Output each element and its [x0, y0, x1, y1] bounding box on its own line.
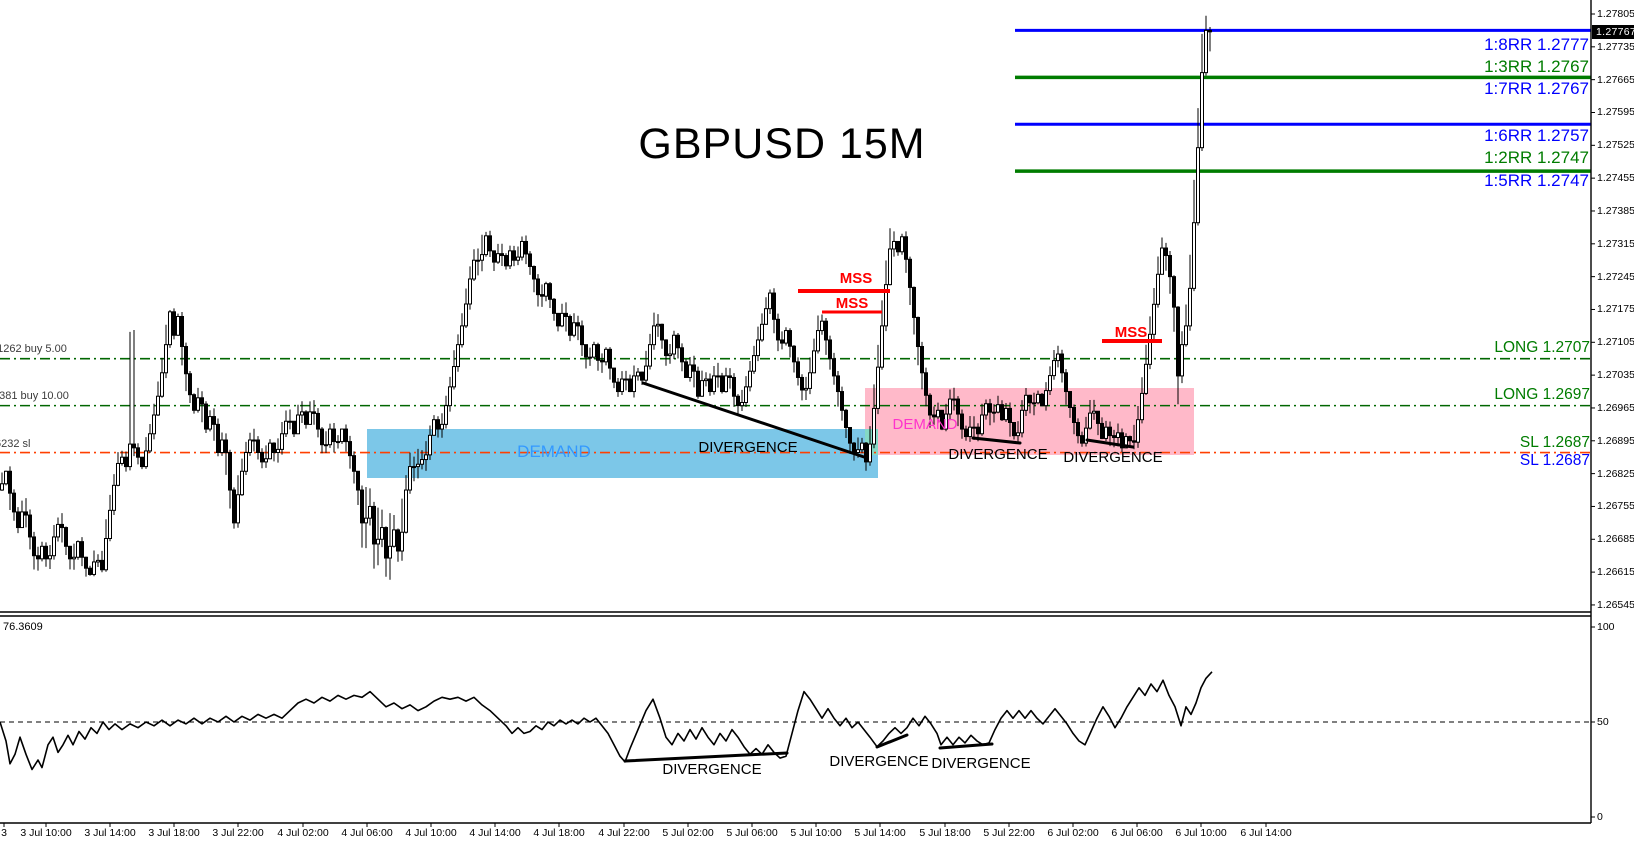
stop-loss-label[interactable]: SL 1.2687	[1519, 452, 1590, 469]
time-axis-label: 5 Jul 18:00	[919, 827, 971, 839]
price-axis-label: 1.27805	[1597, 8, 1634, 20]
price-axis-label: 1.27315	[1597, 237, 1634, 250]
price-axis-label: 1.26965	[1597, 401, 1634, 414]
candlestick-series	[0, 15, 1212, 580]
rr-target-label[interactable]: 1:3RR 1.2767	[1484, 57, 1589, 76]
oscillator-divergence-trendline[interactable]	[623, 751, 789, 763]
order-label: 6232 sl	[0, 438, 31, 450]
oscillator-divergence-trendline[interactable]	[938, 742, 994, 750]
time-axis-label: 4 Jul 18:00	[533, 827, 585, 839]
divergence-label-oscillator[interactable]: DIVERGENCE	[829, 753, 929, 770]
time-axis-label: 5 Jul 02:00	[662, 827, 714, 839]
price-axis-label: 1.27245	[1597, 270, 1634, 283]
time-axis-label: 5 Jul 14:00	[854, 827, 906, 839]
time-axis-label: 4 Jul 10:00	[405, 827, 457, 839]
demand-zone-cyan[interactable]	[367, 429, 878, 478]
current-price-tag: 1.27767	[1592, 25, 1634, 39]
price-axis-label: 1.26895	[1597, 434, 1634, 447]
time-axis-label: 6 Jul 06:00	[1111, 827, 1163, 839]
demand-zone-label[interactable]: DEMAND	[892, 416, 958, 433]
time-axis-label: 6 Jul 10:00	[1175, 827, 1227, 839]
price-axis-label: 1.26685	[1597, 533, 1634, 546]
oscillator-axis-label: 50	[1597, 716, 1609, 728]
divergence-label-oscillator[interactable]: DIVERGENCE	[662, 761, 762, 778]
time-axis-label: 3 Jul 22:00	[212, 827, 264, 839]
time-axis-label: 5 Jul 22:00	[983, 827, 1035, 839]
price-axis-label: 1.26615	[1597, 566, 1634, 579]
divergence-label[interactable]: DIVERGENCE	[698, 439, 798, 456]
oscillator-value: 76.3609	[3, 621, 43, 633]
time-axis-label: 3 Jul 18:00	[148, 827, 200, 839]
divergence-label-oscillator[interactable]: DIVERGENCE	[931, 755, 1031, 772]
price-axis-label: 1.26755	[1597, 500, 1634, 513]
price-axis-label: 1.27455	[1597, 172, 1634, 185]
time-axis-label: 3 Jul 14:00	[84, 827, 136, 839]
price-axis-label: 1.27385	[1597, 204, 1634, 217]
rr-target-label[interactable]: 1:6RR 1.2757	[1484, 126, 1589, 145]
price-axis-label: 1.26825	[1597, 467, 1634, 480]
stop-loss-label[interactable]: SL 1.2687	[1519, 434, 1590, 451]
price-axis-label: 1.27735	[1597, 40, 1634, 53]
rr-target-label[interactable]: 1:5RR 1.2747	[1484, 171, 1589, 190]
page-title: GBPUSD 15M	[638, 120, 926, 168]
price-axis-label: 1.27525	[1597, 139, 1634, 152]
rr-target-label[interactable]: 1:8RR 1.2777	[1484, 35, 1589, 54]
price-axis-label: 1.26545	[1597, 598, 1634, 611]
price-axis-label: 1.27035	[1597, 369, 1634, 382]
divergence-trendline[interactable]	[1085, 438, 1135, 449]
time-axis-label: 6 Jul 02:00	[1047, 827, 1099, 839]
time-axis-label: 4 Jul 14:00	[469, 827, 521, 839]
mss-label[interactable]: MSS	[839, 270, 873, 287]
divergence-trendline[interactable]	[971, 436, 1022, 445]
time-axis-label: 6 Jul 14:00	[1240, 827, 1292, 839]
mss-label[interactable]: MSS	[1114, 324, 1148, 341]
long-entry-label[interactable]: LONG 1.2697	[1494, 386, 1590, 403]
mss-label[interactable]: MSS	[835, 295, 869, 312]
time-axis-label: 4 Jul 02:00	[277, 827, 329, 839]
rr-target-label[interactable]: 1:2RR 1.2747	[1484, 148, 1589, 167]
divergence-label[interactable]: DIVERGENCE	[1063, 449, 1163, 466]
price-axis-label: 1.27595	[1597, 106, 1634, 119]
rr-target-label[interactable]: 1:7RR 1.2767	[1484, 79, 1589, 98]
order-label: 6381 buy 10.00	[0, 390, 69, 402]
divergence-trendline[interactable]	[641, 381, 869, 460]
price-axis-label: 1.27665	[1597, 73, 1634, 86]
time-axis-label: 4 Jul 06:00	[341, 827, 393, 839]
oscillator-axis-label: 0	[1597, 811, 1603, 823]
oscillator-line	[0, 671, 1213, 771]
oscillator-axis-label: 100	[1597, 621, 1615, 633]
time-axis-label: 3	[1, 827, 7, 839]
divergence-label[interactable]: DIVERGENCE	[948, 446, 1048, 463]
price-axis-label: 1.27105	[1597, 336, 1634, 349]
price-axis-label: 1.27175	[1597, 303, 1634, 316]
oscillator-divergence-trendline[interactable]	[875, 733, 909, 749]
time-axis-label: 5 Jul 10:00	[790, 827, 842, 839]
time-axis-label: 4 Jul 22:00	[598, 827, 650, 839]
long-entry-label[interactable]: LONG 1.2707	[1494, 339, 1590, 356]
demand-zone-label[interactable]: DEMAND	[517, 442, 591, 461]
time-axis-label: 5 Jul 06:00	[726, 827, 778, 839]
time-axis-label: 3 Jul 10:00	[20, 827, 72, 839]
